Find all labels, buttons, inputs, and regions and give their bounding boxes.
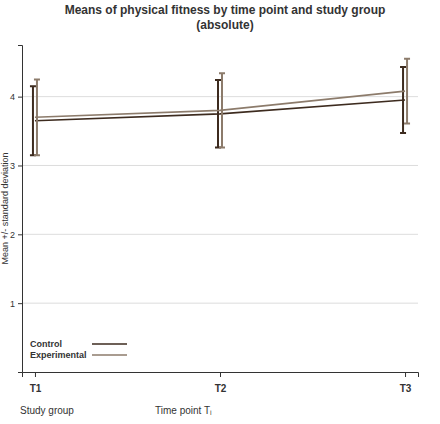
y-tick-label: 3 [10,161,15,171]
error-bar [219,73,225,147]
title: Means of physical fitness by time point … [65,3,386,32]
grid-line [22,234,418,235]
chart-container: Means of physical fitness by time point … [0,0,440,424]
y-tick-label: 2 [10,230,15,240]
plot-marks [30,59,410,155]
y-tick: 3 [10,161,22,171]
y-tick-label: 4 [10,92,15,102]
error-bar [215,80,221,147]
y-tick-mark [18,234,22,235]
y-tick: 4 [10,92,22,102]
error-bars [34,59,410,155]
y-tick-label: 1 [10,299,15,309]
title-line: (absolute) [196,18,253,32]
chart-svg: Means of physical fitness by time point … [0,0,440,424]
grid [22,97,418,304]
x-axis-title: Time point Tᵢ [155,405,212,416]
legend-label: Experimental [30,350,87,360]
error-bar [404,59,410,124]
y-tick-mark [18,303,22,304]
x-tick-mark [35,372,36,377]
legend-swatch [92,343,127,345]
x-tick: T1 [30,372,42,394]
title-line: Means of physical fitness by time point … [65,3,386,17]
series-line [35,91,405,117]
x-tick-label: T1 [30,383,42,394]
y-tick: 1 [10,299,22,309]
y-axis: 1 2 3 4 [10,46,23,373]
x-tick: T2 [215,372,227,394]
legend-swatch [92,354,127,356]
grid-line [22,303,418,304]
grid-line [22,165,418,166]
x-tick-label: T2 [215,383,227,394]
y-axis-line [18,46,23,373]
y-tick-mark [18,165,22,166]
x-axis: T1 T2 T3 [23,372,419,394]
error-bar [34,79,40,155]
legend-label: Control [30,339,62,349]
x-axis-line [23,373,419,378]
x-tick: T3 [400,372,412,394]
legend: ControlExperimental [30,339,127,360]
error-bar [30,86,36,155]
y-tick-mark [18,97,22,98]
x-tick-mark [220,372,221,377]
y-tick: 2 [10,230,22,240]
x-tick-mark [405,372,406,377]
y-axis-title: Mean +/- standard deviation [0,153,10,265]
x-tick-label: T3 [400,383,412,394]
error-bars [30,67,406,155]
annotation: Study group [20,405,74,416]
